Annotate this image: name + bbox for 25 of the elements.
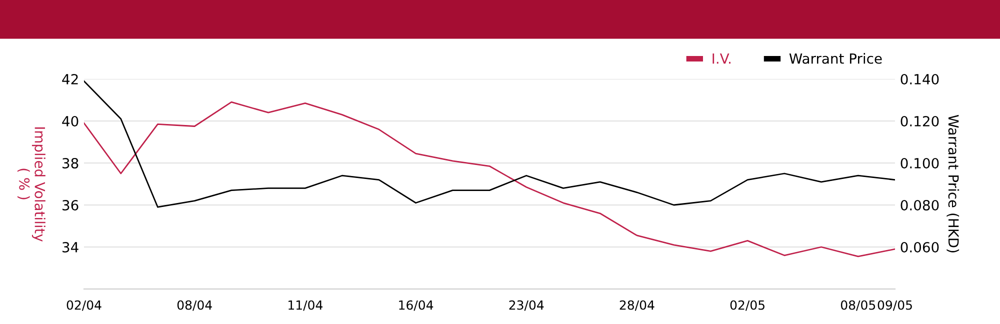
y2-axis-title: Warrant Price (HKD) [946,114,960,252]
y2-tick-label: 0.100 [900,158,939,168]
y2-tick-label: 0.140 [900,74,939,84]
legend-label: I.V. [712,53,730,64]
x-tick-label: 11/04 [288,300,322,311]
y-tick-label: 36 [62,200,78,210]
x-tick-label: 28/04 [620,300,654,311]
y-tick-label: 38 [62,158,78,168]
x-tick-label: 09/05 [878,300,912,311]
y-tick-label: 40 [62,116,78,126]
x-tick-label: 08/04 [177,300,212,311]
y-axis-title: Implied Volatility ( % ) [17,127,46,242]
y2-tick-label: 0.120 [900,116,939,126]
y2-tick-label: 0.060 [900,242,939,252]
line-series [84,80,895,208]
y-tick-label: 34 [62,242,78,252]
x-tick-label: 23/04 [509,300,544,311]
y2-tick-label: 0.080 [900,200,939,210]
x-tick-label: 08/05 [840,300,876,311]
legend-label: Warrant Price [789,53,882,64]
line-series [84,101,895,258]
y-tick-label: 42 [62,74,78,84]
x-tick-label: 02/05 [730,300,764,311]
x-tick-label: 02/04 [66,300,102,311]
x-tick-label: 16/04 [399,300,434,311]
